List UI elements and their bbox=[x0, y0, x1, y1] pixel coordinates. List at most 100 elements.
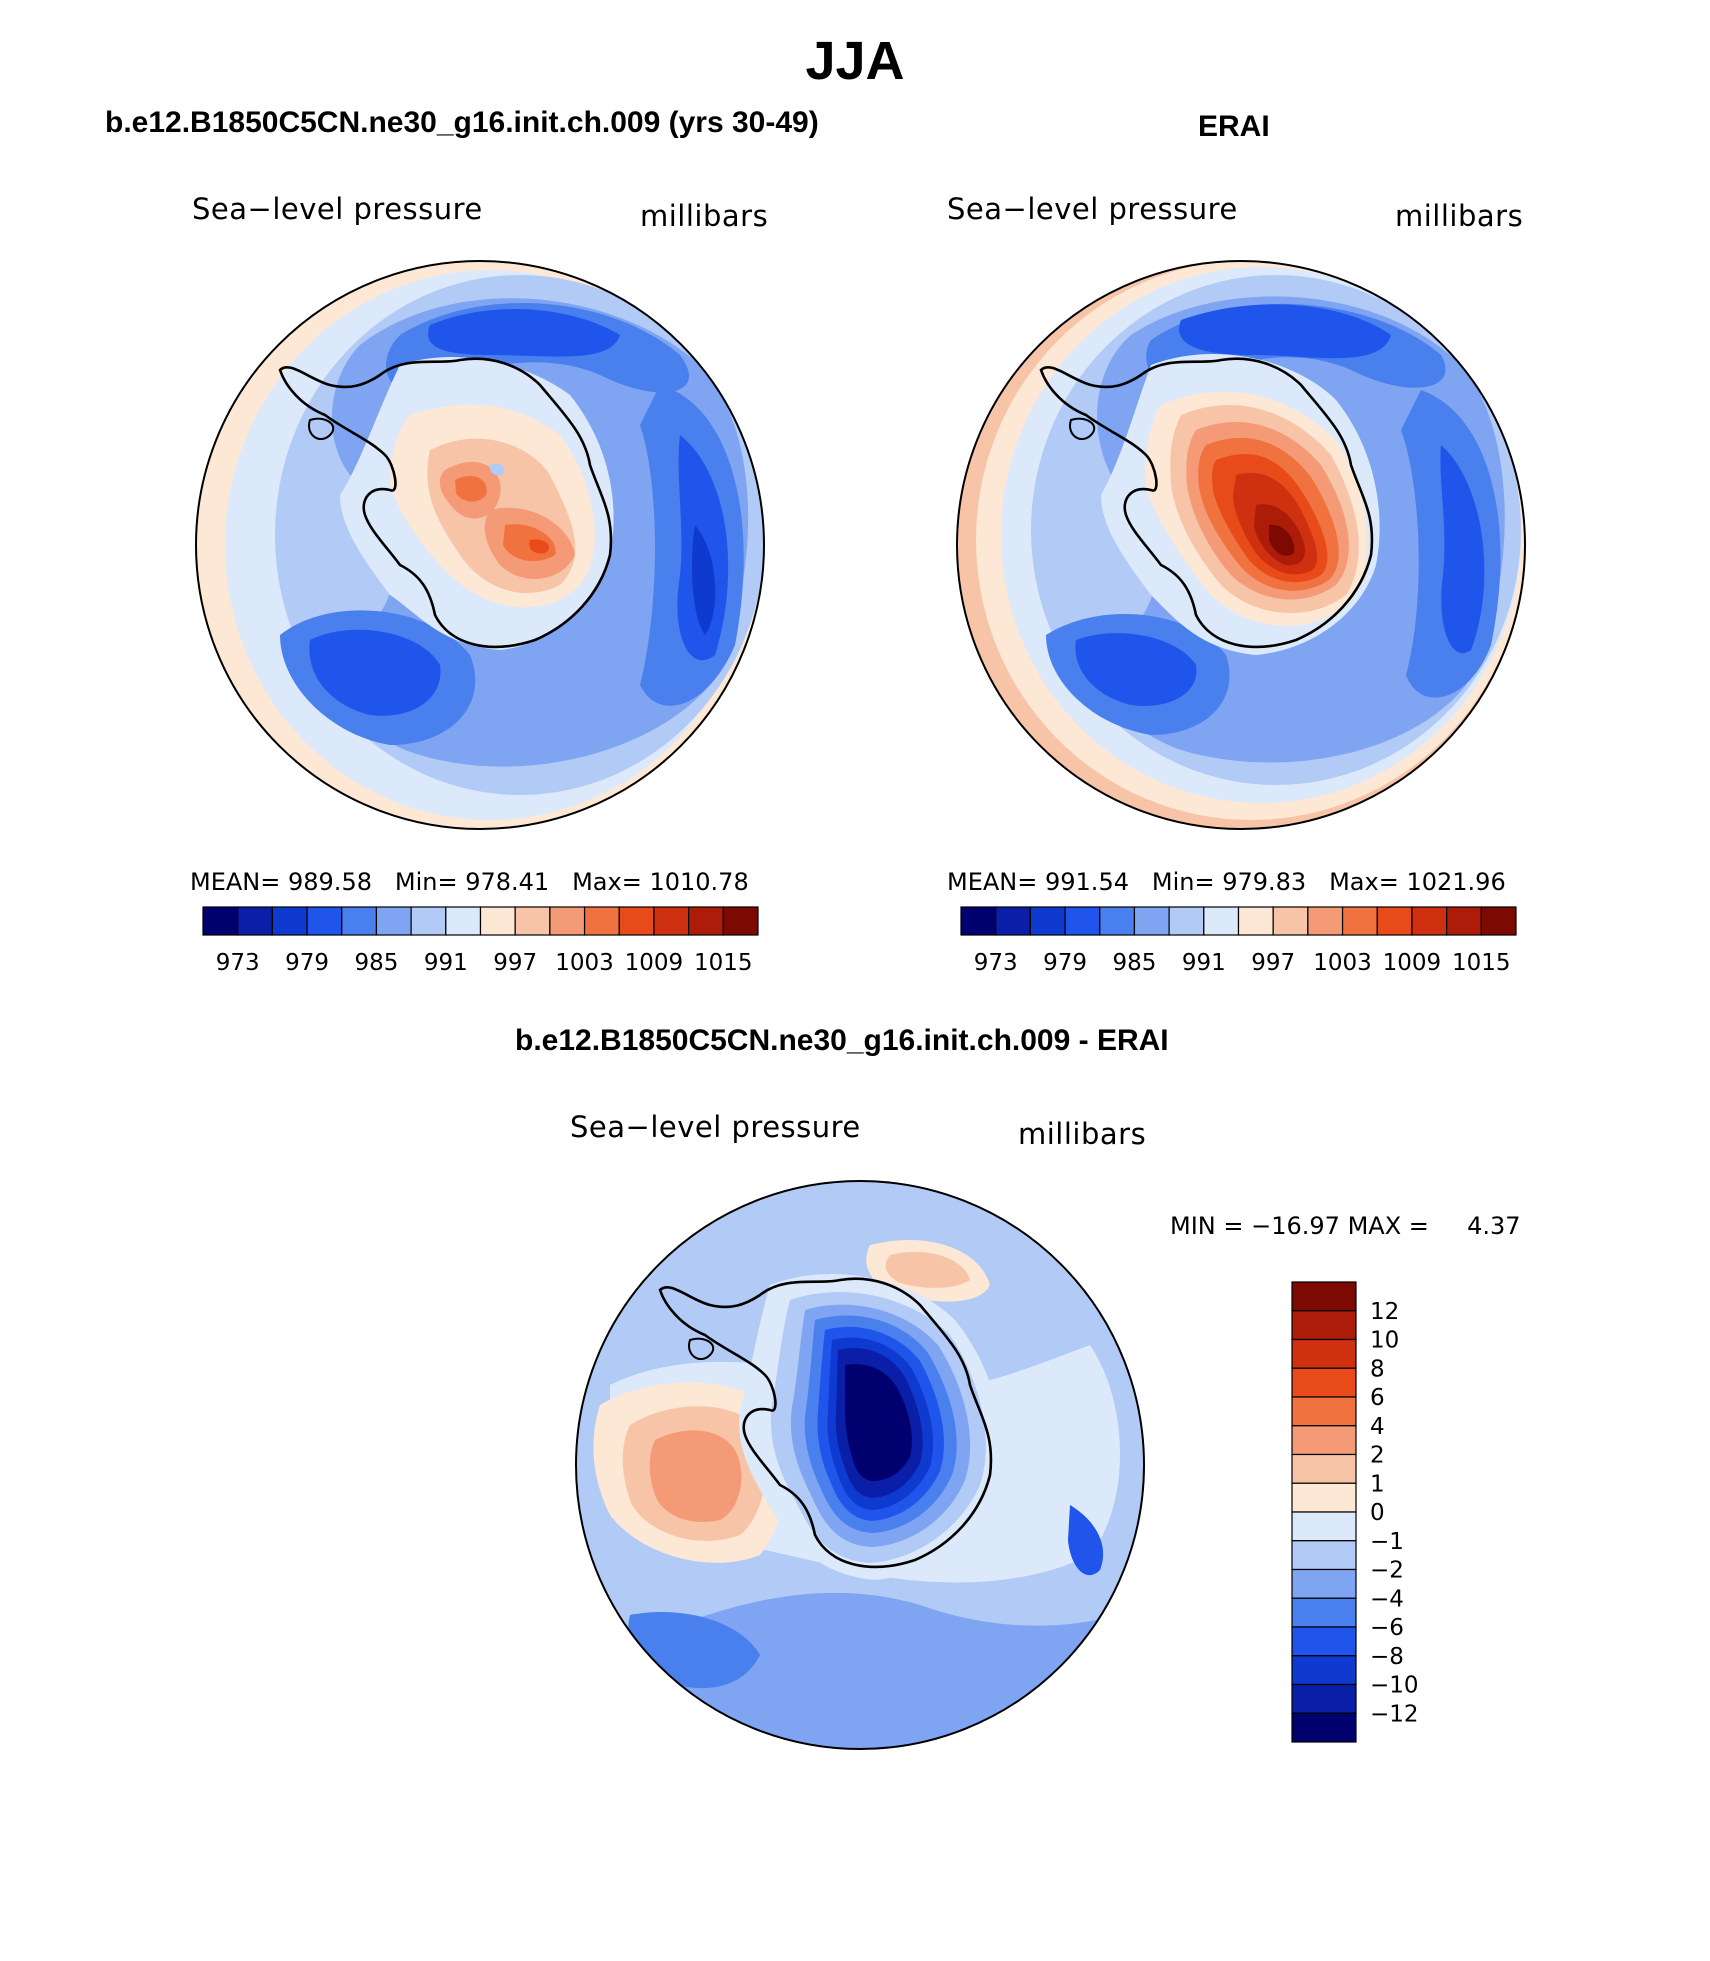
model-colorbar-box bbox=[341, 906, 378, 936]
diff-colorbar-box bbox=[1291, 1626, 1357, 1657]
obs-colorbar-tick: 979 bbox=[1043, 950, 1087, 976]
diff-map-frame bbox=[575, 1180, 1145, 1750]
obs-polar-map bbox=[956, 260, 1526, 830]
obs-colorbar-box bbox=[995, 906, 1031, 936]
model-colorbar-box bbox=[445, 906, 482, 936]
obs-variable-label: Sea−level pressure bbox=[947, 192, 1238, 226]
obs-min-value: 979.83 bbox=[1222, 868, 1307, 896]
diff-variable-label: Sea−level pressure bbox=[570, 1110, 861, 1144]
model-colorbar-tick: 979 bbox=[285, 950, 329, 976]
obs-contour-982-east bbox=[1440, 445, 1485, 654]
model-colorbar-box bbox=[653, 906, 690, 936]
model-colorbar-box bbox=[722, 906, 759, 936]
diff-colorbar-tick: −12 bbox=[1370, 1701, 1419, 1727]
model-max-value: 1010.78 bbox=[649, 868, 749, 896]
obs-colorbar-box bbox=[1203, 906, 1240, 936]
diff-colorbar-tick: −4 bbox=[1370, 1586, 1404, 1612]
diff-colorbar-box bbox=[1291, 1310, 1357, 1341]
model-colorbar-box bbox=[514, 906, 551, 936]
diff-colorbar-tick: 8 bbox=[1370, 1356, 1385, 1382]
diff-panel-title: b.e12.B1850C5CN.ne30_g16.init.ch.009 - E… bbox=[515, 1024, 1169, 1057]
model-panel-title: b.e12.B1850C5CN.ne30_g16.init.ch.009 (yr… bbox=[105, 106, 819, 139]
obs-peninsula-outline bbox=[1069, 417, 1096, 440]
obs-colorbar-box bbox=[1272, 906, 1309, 936]
diff-stats: MIN = −16.97 MAX = 4.37 bbox=[1170, 1212, 1521, 1240]
model-contour-1006-west bbox=[455, 475, 487, 502]
diff-colorbar-box bbox=[1291, 1453, 1357, 1484]
diff-colorbar-box bbox=[1291, 1683, 1357, 1714]
obs-max-label: Max= bbox=[1329, 868, 1399, 896]
diff-contour-2-west bbox=[649, 1430, 742, 1523]
obs-colorbar-box bbox=[960, 906, 997, 936]
model-min-label: Min= bbox=[394, 868, 458, 896]
diff-units-label: millibars bbox=[1018, 1117, 1147, 1151]
diff-colorbar-box bbox=[1291, 1338, 1357, 1369]
diff-contour-minus-8-east bbox=[1068, 1505, 1104, 1576]
diff-min-value: −16.97 bbox=[1251, 1212, 1340, 1240]
model-stats: MEAN= 989.58 Min= 978.41 Max= 1010.78 bbox=[190, 868, 749, 896]
obs-colorbar-tick: 973 bbox=[974, 950, 1018, 976]
model-contour-low-interior bbox=[489, 463, 505, 476]
model-colorbar-box bbox=[583, 906, 620, 936]
obs-colorbar: 973 979 985 991 997 1003 1009 1015 bbox=[960, 906, 1517, 976]
model-colorbar-box bbox=[549, 906, 586, 936]
obs-contour-982-southwest bbox=[1075, 633, 1197, 706]
diff-colorbar-box bbox=[1291, 1597, 1357, 1628]
obs-units-label: millibars bbox=[1395, 199, 1524, 233]
model-mean-label: MEAN= bbox=[190, 868, 281, 896]
obs-colorbar-box bbox=[1029, 906, 1066, 936]
diff-colorbar-tick: −6 bbox=[1370, 1615, 1404, 1641]
diff-colorbar-box bbox=[1291, 1655, 1357, 1686]
diff-peninsula-outline bbox=[688, 1337, 715, 1360]
diff-antarctica-coastline bbox=[658, 1277, 993, 1569]
diff-colorbar-tick: 2 bbox=[1370, 1443, 1385, 1469]
model-antarctica-coastline bbox=[278, 357, 613, 649]
model-units-label: millibars bbox=[640, 199, 769, 233]
diff-max-label: MAX = bbox=[1347, 1212, 1429, 1240]
obs-contour-982-north bbox=[1179, 304, 1391, 359]
diff-colorbar-box bbox=[1291, 1511, 1357, 1542]
model-colorbar-tick: 991 bbox=[424, 950, 468, 976]
obs-colorbar-box bbox=[1133, 906, 1170, 936]
diff-colorbar-tick: 12 bbox=[1370, 1299, 1399, 1325]
obs-colorbar-box bbox=[1099, 906, 1136, 936]
model-colorbar-box bbox=[237, 906, 273, 936]
obs-colorbar-box bbox=[1446, 906, 1482, 936]
model-polar-map bbox=[195, 260, 765, 830]
obs-colorbar-tick: 985 bbox=[1112, 950, 1156, 976]
model-colorbar: 973 979 985 991 997 1003 1009 1015 bbox=[202, 906, 759, 976]
obs-colorbar-box bbox=[1376, 906, 1413, 936]
model-colorbar-tick: 985 bbox=[354, 950, 398, 976]
diff-max-value: 4.37 bbox=[1467, 1212, 1521, 1240]
diff-colorbar-box bbox=[1291, 1396, 1357, 1427]
obs-panel-title: ERAI bbox=[1198, 110, 1270, 143]
diff-colorbar-box bbox=[1291, 1712, 1357, 1743]
diff-colorbar-box bbox=[1291, 1425, 1357, 1456]
model-min-value: 978.41 bbox=[465, 868, 550, 896]
model-colorbar-tick: 1003 bbox=[555, 950, 614, 976]
obs-colorbar-box bbox=[1168, 906, 1205, 936]
model-colorbar-tick: 1009 bbox=[625, 950, 684, 976]
obs-map-frame bbox=[956, 260, 1526, 830]
diff-colorbar-box bbox=[1291, 1281, 1357, 1312]
obs-mean-label: MEAN= bbox=[947, 868, 1038, 896]
model-max-label: Max= bbox=[572, 868, 642, 896]
model-mean-value: 989.58 bbox=[288, 868, 372, 896]
obs-min-label: Min= bbox=[1151, 868, 1215, 896]
obs-colorbar-box bbox=[1341, 906, 1378, 936]
model-colorbar-tick: 997 bbox=[493, 950, 537, 976]
obs-colorbar-box bbox=[1237, 906, 1274, 936]
model-colorbar-tick: 1015 bbox=[694, 950, 753, 976]
model-colorbar-box bbox=[618, 906, 655, 936]
model-peninsula-outline bbox=[308, 417, 335, 440]
diff-colorbar-tick: 10 bbox=[1370, 1328, 1399, 1354]
obs-colorbar-box bbox=[1307, 906, 1344, 936]
obs-contour-1018 bbox=[1269, 524, 1295, 556]
diff-colorbar-box bbox=[1291, 1367, 1357, 1398]
diff-min-label: MIN = bbox=[1170, 1212, 1244, 1240]
diff-colorbar-tick: −1 bbox=[1370, 1529, 1404, 1555]
model-map-frame bbox=[195, 260, 765, 830]
model-contour-982-north bbox=[428, 308, 620, 357]
model-colorbar-tick: 973 bbox=[216, 950, 260, 976]
